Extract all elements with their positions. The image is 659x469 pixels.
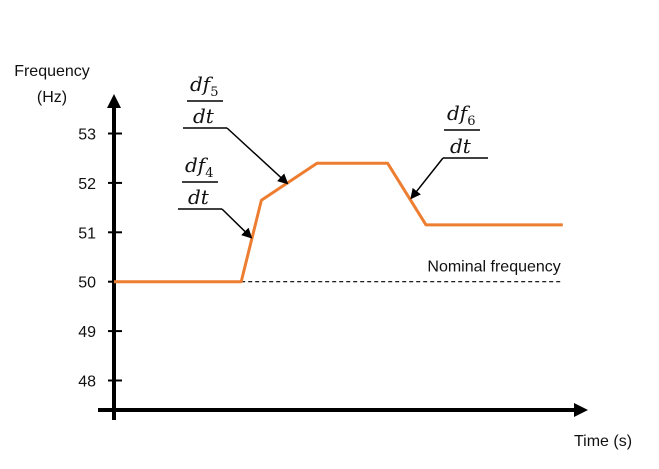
frequency-series-line: [114, 161, 563, 284]
y-axis-label-line1: Frequency: [14, 63, 90, 80]
y-ticks: 48 49 50 51 52 53: [78, 127, 122, 390]
y-axis-label-line2: (Hz): [37, 89, 67, 106]
nominal-frequency-label: Nominal frequency: [427, 259, 560, 276]
y-tick-label-51: 51: [78, 225, 96, 242]
y-tick-label-48: 48: [78, 373, 96, 390]
annotation-df4-denominator: dt: [188, 185, 210, 209]
y-axis-arrowhead: [107, 94, 121, 108]
x-axis-arrowhead: [574, 403, 588, 417]
y-tick-label-53: 53: [78, 127, 96, 144]
annotation-df5: df5 dt: [183, 72, 289, 185]
annotation-df5-arrow: [226, 127, 289, 185]
annotation-df4-arrow: [221, 208, 253, 239]
annotation-df4-numerator: df4: [185, 153, 214, 181]
annotation-df6-denominator: dt: [450, 134, 472, 158]
y-tick-label-52: 52: [78, 176, 96, 193]
annotation-df6-numerator: df6: [447, 101, 476, 129]
annotation-df6-arrow: [410, 157, 444, 200]
x-axis-label: Time (s): [574, 433, 632, 450]
y-tick-label-50: 50: [78, 275, 96, 292]
annotation-df6: df6 dt: [410, 101, 488, 200]
annotation-df5-numerator: df5: [190, 72, 219, 100]
y-tick-label-49: 49: [78, 324, 96, 341]
annotation-df4: df4 dt: [178, 153, 253, 239]
annotation-df5-denominator: dt: [193, 104, 215, 128]
